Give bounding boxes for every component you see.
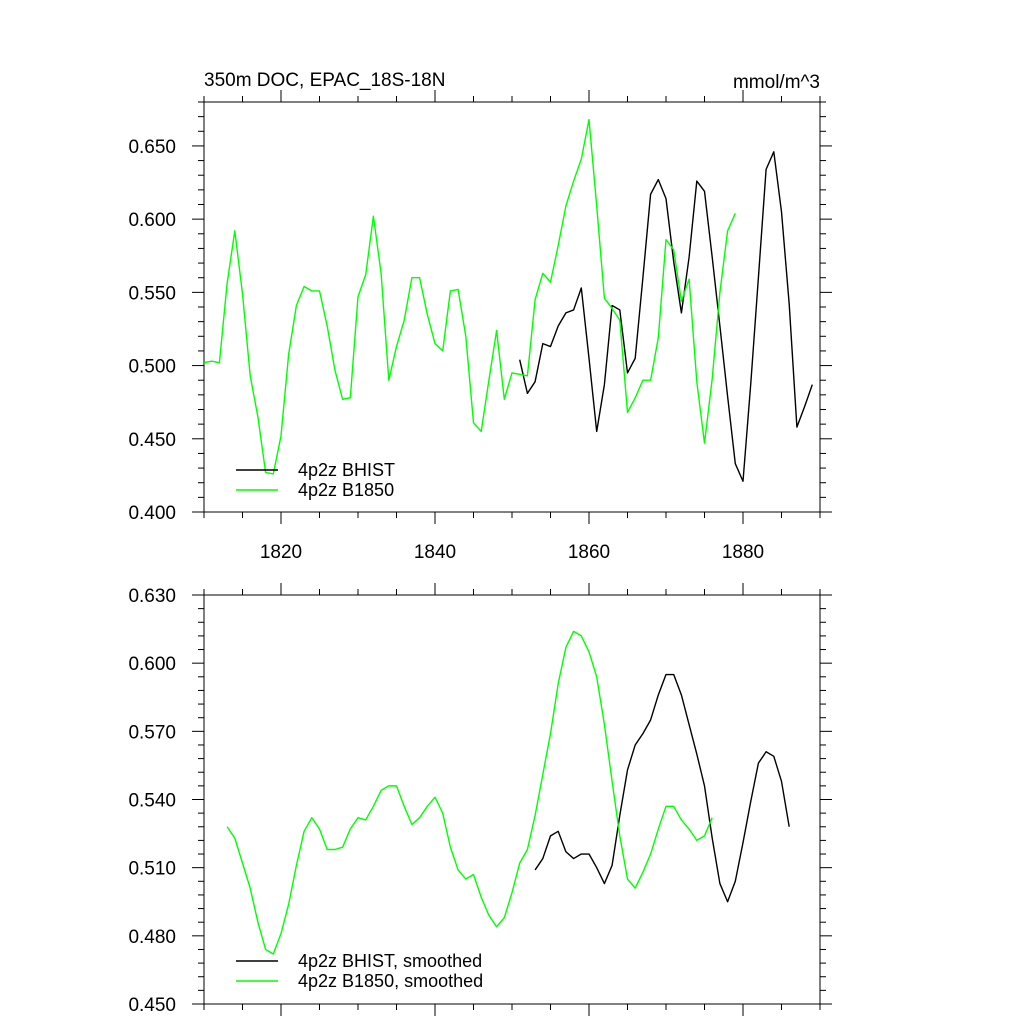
y-tick-label: 0.450 (128, 995, 176, 1016)
y-tick-label: 0.650 (128, 137, 176, 158)
x-tick-label: 1840 (414, 542, 456, 563)
y-tick-label: 0.510 (128, 859, 176, 880)
y-tick-label: 0.480 (128, 927, 176, 948)
y-tick-label: 0.450 (128, 430, 176, 451)
legend-entry: 4p2z BHIST, smoothed (298, 951, 482, 971)
legend-entry: 4p2z BHIST (298, 460, 395, 480)
series-line-b1850 (204, 118, 736, 475)
series-line-bhist (519, 151, 813, 482)
series-line-bhist (534, 673, 790, 903)
units-label: mmol/m^3 (733, 72, 820, 93)
plot-frame (203, 594, 821, 1005)
y-tick-label: 0.630 (128, 586, 176, 607)
bottom-panel: 0.450 0.480 0.510 0.540 0.570 0.600 0.630 4p2z … (128, 583, 832, 1016)
legend-entry: 4p2z B1850 (298, 480, 394, 500)
y-tick-label: 0.550 (128, 283, 176, 304)
y-tick-label: 0.500 (128, 357, 176, 378)
top-panel: 1820 1840 1860 1880 0.400 0.450 0.500 0.550 0.60… (128, 70, 832, 563)
series-line-b1850 (226, 630, 713, 955)
y-tick-label: 0.600 (128, 210, 176, 231)
x-tick-label: 1860 (568, 542, 610, 563)
y-tick-label: 0.600 (128, 654, 176, 675)
y-tick-label: 0.400 (128, 503, 176, 524)
y-tick-label: 0.570 (128, 722, 176, 743)
x-tick-label: 1880 (722, 542, 764, 563)
y-tick-label: 0.540 (128, 791, 176, 812)
legend-entry: 4p2z B1850, smoothed (298, 971, 483, 991)
x-tick-label: 1820 (260, 542, 302, 563)
chart-title: 350m DOC, EPAC_18S-18N (204, 70, 445, 91)
